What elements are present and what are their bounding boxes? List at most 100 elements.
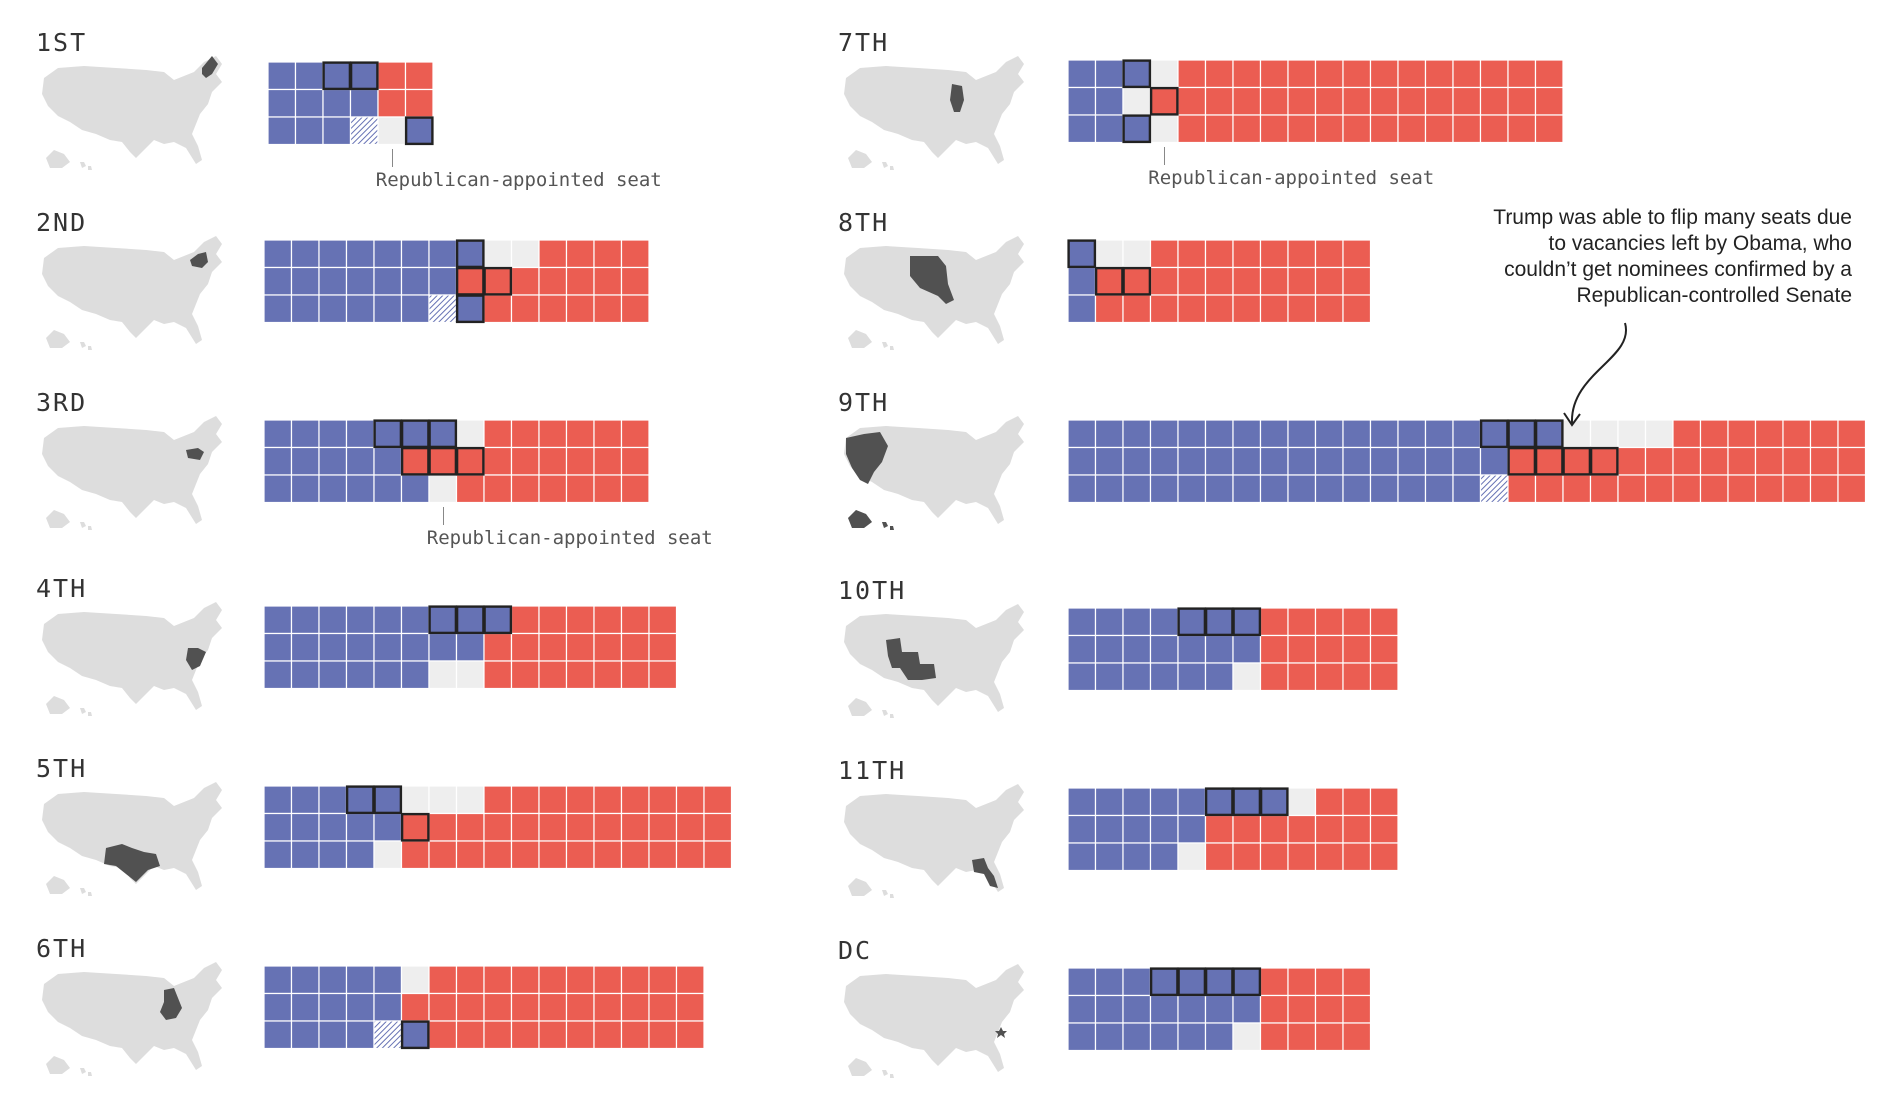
democrat-seat: [1122, 842, 1152, 872]
republican-seat: [400, 446, 430, 476]
democrat-seat: [373, 474, 403, 504]
republican-seat: [1699, 446, 1729, 476]
democrat-seat: [1177, 1022, 1207, 1052]
democrat-seat: [1232, 994, 1262, 1024]
democrat-seat: [1177, 634, 1207, 664]
republican-seat: [1259, 1022, 1289, 1052]
us-land-shape: [42, 236, 222, 344]
democrat-seat: [1122, 1022, 1152, 1052]
republican-seat: [565, 812, 595, 842]
republican-seat: [455, 992, 485, 1022]
flipped-seat-outline: [1534, 419, 1564, 449]
us-land-shape: [882, 1070, 894, 1078]
democrat-seat: [1232, 787, 1262, 817]
republican-seat: [428, 446, 458, 476]
republican-seat: [1369, 842, 1399, 872]
republican-seat: [1177, 86, 1207, 116]
republican-seat: [593, 419, 623, 449]
democrat-seat: [1094, 814, 1124, 844]
republican-seat: [538, 605, 568, 635]
circuit-label: 11TH: [838, 756, 907, 785]
republican-seat: [620, 239, 650, 269]
us-land-shape: [882, 342, 894, 350]
republican-seat: [483, 660, 513, 690]
republican-seat: [510, 294, 540, 324]
democrat-seat: [455, 605, 485, 635]
democrat-seat: [428, 266, 458, 296]
democrat-seat: [322, 61, 352, 91]
republican-seat: [648, 1020, 678, 1050]
democrat-seat: [400, 294, 430, 324]
democrat-seat: [1424, 419, 1454, 449]
democrat-seat: [263, 785, 293, 815]
democrat-seat: [400, 660, 430, 690]
democrat-seat: [1314, 419, 1344, 449]
republican-seat: [538, 419, 568, 449]
us-map-icon: [42, 236, 222, 350]
republican-seat: [1259, 266, 1289, 296]
democrat-seat: [294, 116, 324, 146]
republican-seat: [510, 474, 540, 504]
democrat-seat: [345, 419, 375, 449]
republican-seat: [1727, 474, 1757, 504]
democrat-seat: [1067, 239, 1097, 269]
circuit-label: 9TH: [838, 388, 890, 417]
democrat-seat: [1177, 474, 1207, 504]
vacant-seat: [373, 840, 403, 870]
democrat-seat: [1204, 474, 1234, 504]
republican-seat: [1314, 266, 1344, 296]
republican-seat: [620, 419, 650, 449]
vacant-seat: [510, 239, 540, 269]
democrat-seat: [1122, 967, 1152, 997]
republican-seat: [620, 660, 650, 690]
democrat-seat: [345, 965, 375, 995]
us-land-shape: [844, 604, 1024, 712]
republican-seat: [1314, 294, 1344, 324]
us-land-shape: [882, 710, 894, 718]
republican-seat: [1287, 662, 1317, 692]
republican-seat: [400, 992, 430, 1022]
callout-leader: [1164, 146, 1166, 165]
democrat-seat: [1122, 474, 1152, 504]
democrat-seat: [1452, 419, 1482, 449]
democrat-seat: [263, 812, 293, 842]
republican-seat: [648, 840, 678, 870]
circuit-label: DC: [838, 936, 873, 965]
republican-seat: [1314, 994, 1344, 1024]
democrat-seat: [373, 992, 403, 1022]
democrat-seat: [318, 660, 348, 690]
republican-seat: [565, 605, 595, 635]
democrat-seat: [263, 266, 293, 296]
republican-seat: [1287, 814, 1317, 844]
republican-seat: [620, 632, 650, 662]
republican-seat: [1259, 994, 1289, 1024]
republican-seat: [1534, 446, 1564, 476]
democrat-seat: [1094, 474, 1124, 504]
republican-seat: [404, 61, 434, 91]
flipped-seat-outline: [1177, 607, 1207, 637]
us-land-shape: [848, 150, 872, 168]
us-land-shape: [844, 56, 1024, 164]
democrat-seat: [400, 632, 430, 662]
flipped-seat-outline: [455, 446, 485, 476]
circuit-label: 5TH: [36, 754, 88, 783]
republican-seat: [1314, 59, 1344, 89]
republican-seat: [538, 965, 568, 995]
vacant-seat: [1149, 59, 1179, 89]
republican-seat: [593, 266, 623, 296]
democrat-seat: [1122, 446, 1152, 476]
circuit-region: [846, 432, 888, 484]
flipped-seat-outline: [455, 266, 485, 296]
us-land-shape: [80, 522, 92, 530]
republican-seat: [483, 992, 513, 1022]
democrat-seat: [1479, 419, 1509, 449]
republican-seat: [1369, 59, 1399, 89]
republican-seat: [1204, 114, 1234, 144]
republican-seat: [1589, 474, 1619, 504]
republican-seat: [1177, 266, 1207, 296]
republican-seat: [1342, 634, 1372, 664]
us-land-shape: [80, 888, 92, 896]
republican-seat: [483, 446, 513, 476]
republican-seat: [1204, 842, 1234, 872]
republican-seat: [1204, 814, 1234, 844]
